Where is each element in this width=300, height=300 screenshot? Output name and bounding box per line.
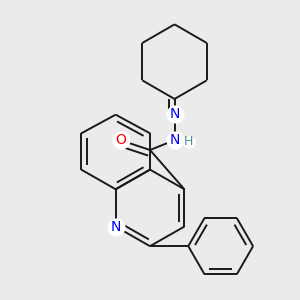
Text: H: H	[184, 135, 194, 148]
Text: O: O	[115, 133, 126, 147]
Text: N: N	[169, 107, 180, 121]
Text: N: N	[169, 133, 180, 147]
Text: N: N	[110, 220, 121, 234]
